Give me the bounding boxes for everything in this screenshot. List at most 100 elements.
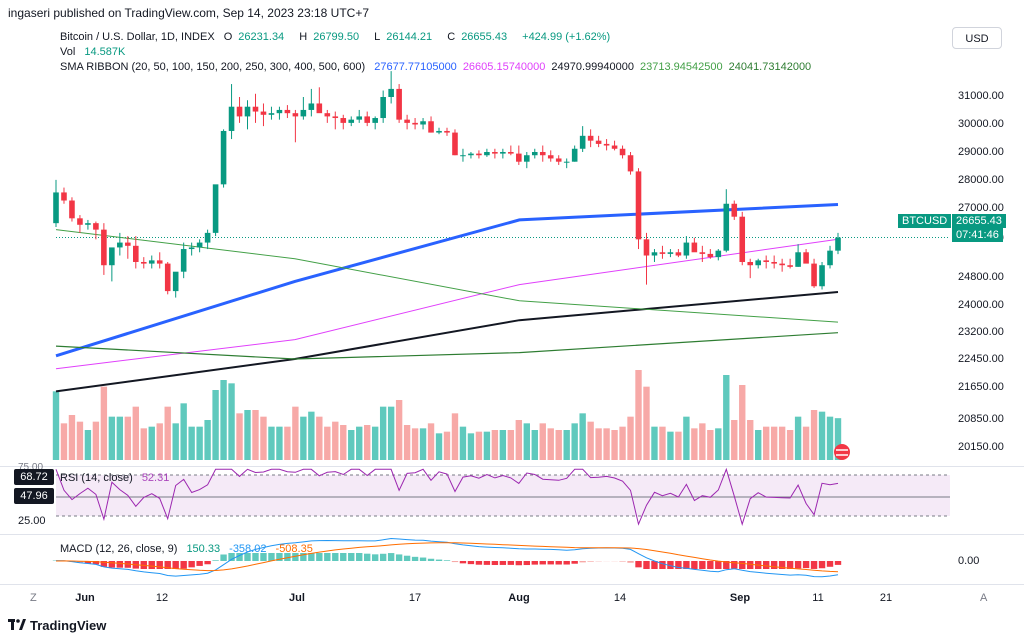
volume-bar	[483, 431, 491, 460]
macd-hist-bar	[643, 561, 650, 569]
volume-bar	[60, 423, 68, 460]
volume-bar	[467, 433, 475, 460]
volume-bar	[324, 426, 331, 460]
macd-separator	[0, 534, 1024, 535]
volume-bar	[627, 416, 634, 460]
candle-body	[308, 103, 315, 110]
volume-bar	[802, 426, 810, 460]
candle-body	[268, 113, 275, 115]
volume-bar	[555, 430, 562, 460]
symbol-badge: BTCUSD	[898, 214, 952, 228]
publish-header: ingaseri published on TradingView.com, S…	[0, 0, 1024, 26]
volume-bar	[786, 430, 794, 460]
volume-bar	[834, 418, 842, 460]
volume-bar	[292, 406, 299, 460]
macd-hist-bar	[451, 561, 459, 563]
volume-bar	[364, 425, 371, 460]
zoom-left-button[interactable]: Z	[30, 592, 37, 604]
time-tick-label: Jul	[289, 592, 305, 604]
zoom-right-button[interactable]: A	[980, 592, 988, 604]
macd-hist-bar	[659, 561, 666, 569]
volume-bar	[164, 406, 171, 460]
macd-hist-bar	[667, 561, 674, 569]
macd-hist-bar	[555, 561, 562, 565]
symbol-name[interactable]: Bitcoin / U.S. Dollar, 1D, INDEX	[60, 31, 215, 43]
open-value: 26231.34	[238, 31, 285, 43]
volume-bar	[308, 411, 315, 460]
volume-bar	[387, 406, 395, 460]
macd-hist-bar	[523, 561, 530, 566]
volume-bar	[156, 423, 163, 460]
rsi-badge-upper: 68.72	[14, 469, 54, 485]
macd-hist-bar	[499, 561, 507, 565]
volume-bar	[132, 406, 139, 460]
time-tick-label: 17	[408, 592, 422, 604]
candle-body	[436, 130, 442, 133]
candle-body	[348, 119, 355, 123]
rsi-label[interactable]: RSI (14, close)	[60, 472, 133, 484]
volume-bar	[491, 430, 499, 460]
volume-bar	[643, 386, 650, 460]
sma-value-4: 24041.73142000	[728, 61, 812, 73]
volume-bar	[675, 431, 682, 460]
macd-hist-bar	[236, 553, 243, 561]
macd-hist-bar	[834, 561, 842, 565]
volume-bar	[220, 380, 227, 460]
currency-button[interactable]: USD	[952, 27, 1002, 49]
candle-body	[444, 130, 450, 133]
macd-hist-bar	[276, 553, 283, 561]
time-tick-label: Sep	[729, 592, 751, 604]
macd-hist-bar	[395, 554, 403, 561]
candle-body	[739, 216, 746, 262]
price-tick-label: 31000.00	[958, 90, 1004, 102]
price-tick-label: 27000.00	[958, 202, 1004, 214]
candle-body	[53, 192, 59, 224]
candle-body	[356, 116, 363, 120]
candle-body	[691, 242, 698, 253]
volume-bar	[260, 416, 267, 460]
sma-value-2: 24970.99940000	[551, 61, 634, 73]
time-tick-label: 21	[879, 592, 893, 604]
rsi-line	[55, 467, 839, 526]
macd-hist-bar	[164, 561, 171, 569]
macd-hist-bar	[539, 561, 546, 565]
time-tick-label: 12	[155, 592, 169, 604]
volume-bar	[196, 426, 203, 460]
sma-label[interactable]: SMA RIBBON (20, 50, 100, 150, 200, 250, …	[60, 61, 366, 73]
volume-bar	[403, 425, 411, 460]
macd-hist-bar	[340, 553, 347, 561]
volume-bar	[244, 410, 251, 460]
macd-hist-bar	[627, 561, 634, 563]
footer-brand[interactable]: TradingView	[30, 618, 107, 633]
candle-body	[707, 253, 714, 258]
macd-hist-bar	[220, 554, 227, 561]
volume-bar	[276, 426, 283, 460]
macd-hist-bar	[188, 561, 195, 568]
volume-bar	[699, 423, 706, 460]
volume-bar	[475, 431, 483, 460]
sma-100-line	[55, 203, 839, 358]
candle-body	[69, 200, 75, 219]
candle-body	[731, 203, 738, 217]
rsi-separator	[0, 466, 1024, 467]
volume-bar	[563, 430, 570, 460]
macd-label[interactable]: MACD (12, 26, close, 9)	[60, 543, 178, 555]
macd-hist-bar	[794, 561, 802, 569]
volume-bar	[547, 428, 554, 460]
volume-bar	[52, 391, 60, 460]
volume-value: 14.587K	[84, 46, 126, 58]
candle-body	[148, 260, 155, 264]
candle-body	[563, 161, 570, 163]
volume-bar	[619, 426, 626, 460]
change-value: +424.99 (+1.62%)	[522, 31, 611, 43]
volume-bar	[427, 423, 435, 460]
volume-bar	[499, 430, 507, 460]
price-tick-label: 24800.00	[958, 271, 1004, 283]
macd-hist-bar	[172, 561, 179, 569]
candle-body	[524, 155, 530, 162]
candle-body	[531, 151, 538, 156]
rsi-badge-lower: 47.96	[14, 488, 54, 504]
price-tick-label: 22450.00	[958, 353, 1004, 365]
volume-bar	[316, 416, 323, 460]
